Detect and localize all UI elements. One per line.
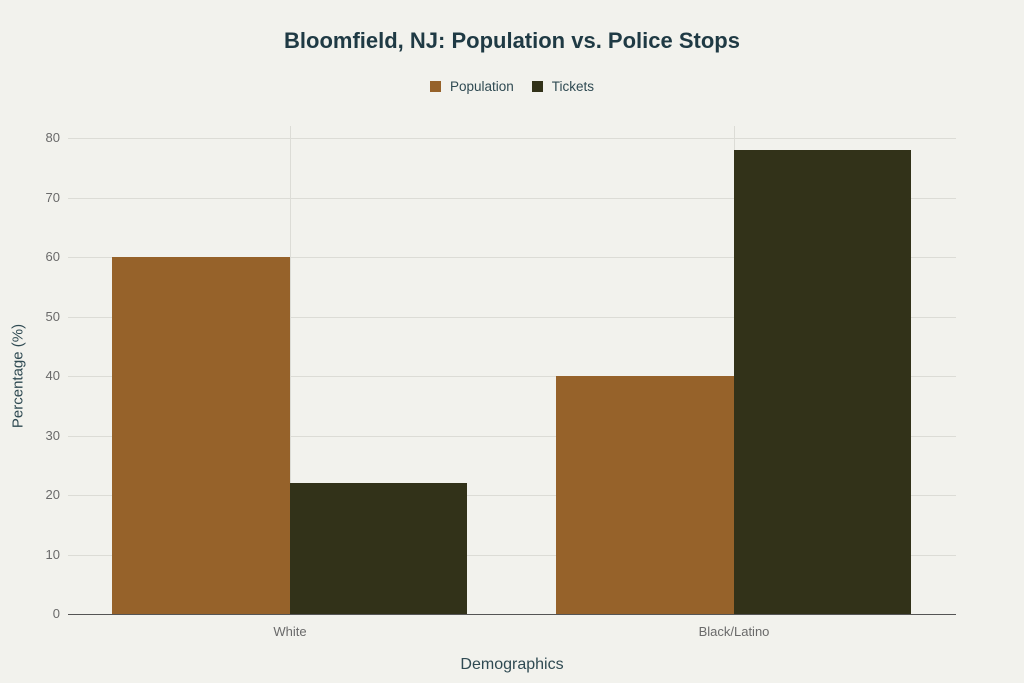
gridline-70 [68, 197, 956, 199]
ytick-50: 50 [45, 308, 60, 324]
xtick-black-latino: Black/Latino [698, 624, 770, 639]
vgrid-white [290, 126, 291, 614]
ytick-20: 20 [45, 487, 60, 502]
bar-white-tickets[interactable] [290, 483, 467, 614]
ytick-0: 0 [52, 606, 60, 621]
gridline-80 [68, 138, 956, 139]
legend-label-tickets: Tickets [551, 79, 595, 94]
ytick-70: 70 [45, 189, 60, 205]
gridline-50 [68, 316, 956, 318]
plot-area: 80 70 60 50 40 30 20 10 0 [46, 126, 956, 621]
bar-white-population[interactable] [112, 257, 290, 614]
chart-title: Bloomfield, NJ: Population vs. Police St… [284, 28, 740, 53]
ytick-10: 10 [45, 546, 60, 562]
legend-swatch-population [429, 81, 441, 92]
legend-swatch-tickets [531, 81, 543, 92]
legend-label-population: Population [449, 79, 514, 94]
ytick-30: 30 [45, 427, 60, 443]
x-axis-line [68, 614, 956, 615]
legend-item-population[interactable]: Population [429, 79, 514, 94]
xtick-white: White [273, 624, 307, 639]
legend-item-tickets[interactable]: Tickets [531, 79, 595, 94]
ytick-40: 40 [45, 368, 60, 383]
ytick-80: 80 [45, 130, 60, 145]
gridline-10 [68, 554, 956, 556]
bar-black-latino-population[interactable] [556, 376, 734, 614]
gridline-30 [68, 435, 956, 437]
ytick-60: 60 [45, 249, 60, 264]
gridline-60 [68, 257, 956, 258]
gridline-40 [68, 376, 956, 377]
bar-black-latino-tickets[interactable] [734, 149, 911, 614]
gridline-20 [68, 495, 956, 496]
x-axis-label: Demographics [460, 656, 564, 673]
legend: Population Tickets [0, 79, 1024, 94]
